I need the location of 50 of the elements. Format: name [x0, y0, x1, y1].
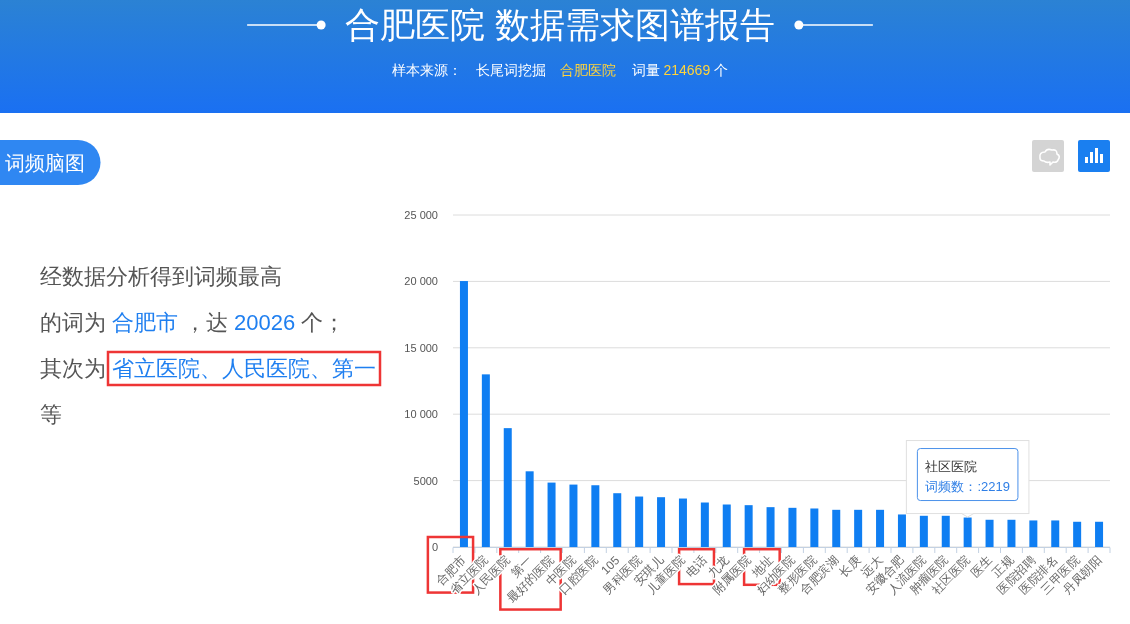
bar — [525, 471, 534, 547]
bar — [547, 482, 556, 547]
text: 20026 — [234, 310, 296, 335]
tab: 词频脑图 — [0, 140, 101, 185]
bar — [569, 484, 578, 547]
text: 经数据分析得到词频最高 — [40, 264, 282, 289]
chart-subtitle: 样本来源： 长尾词挖掘 合肥医院 词量 214669 个 — [391, 62, 729, 78]
bar — [503, 428, 512, 547]
bar — [941, 515, 950, 547]
text: 等 — [40, 402, 62, 427]
bar — [657, 497, 666, 547]
text: 的词为 — [40, 310, 106, 335]
text: 个； — [301, 310, 346, 335]
annotation: 社区医院 — [925, 458, 978, 474]
bar — [766, 507, 775, 547]
bar — [919, 515, 928, 547]
bar — [1051, 520, 1060, 547]
y-tick-label: 15 000 — [404, 341, 438, 354]
bar — [459, 281, 468, 547]
tooltip: 社区医院 词频数：:2219 — [905, 440, 1030, 518]
bar — [613, 493, 622, 547]
bar — [678, 498, 687, 547]
bar — [1029, 520, 1038, 547]
annotation: 词频数：:2219 — [925, 478, 1010, 494]
bar — [744, 505, 753, 547]
bar — [1073, 521, 1082, 547]
bar — [876, 509, 885, 547]
y-tick-label: 20 000 — [404, 275, 438, 288]
bar — [1095, 521, 1104, 547]
bar — [897, 514, 906, 547]
bar — [832, 509, 841, 547]
bar — [700, 502, 709, 547]
chart-title: 合肥医院 数据需求图谱报告 — [345, 5, 775, 44]
bar — [1007, 519, 1016, 547]
text: 省立医院、人民医院、第一 — [112, 356, 376, 381]
bar — [481, 374, 490, 547]
y-tick-label: 10 000 — [404, 408, 438, 421]
text: 合肥市 — [112, 310, 178, 335]
text: 其次为 — [40, 356, 106, 381]
bar — [985, 519, 994, 547]
bar — [810, 508, 819, 547]
y-tick-label: 5000 — [413, 474, 438, 487]
bar — [635, 496, 644, 547]
text: ，达 — [184, 310, 228, 335]
bar — [591, 485, 600, 547]
y-tick-label: 25 000 — [404, 209, 438, 221]
bar — [722, 504, 731, 547]
y-tick-label: 0 — [431, 541, 438, 553]
bar — [788, 507, 797, 547]
bar — [854, 509, 863, 547]
